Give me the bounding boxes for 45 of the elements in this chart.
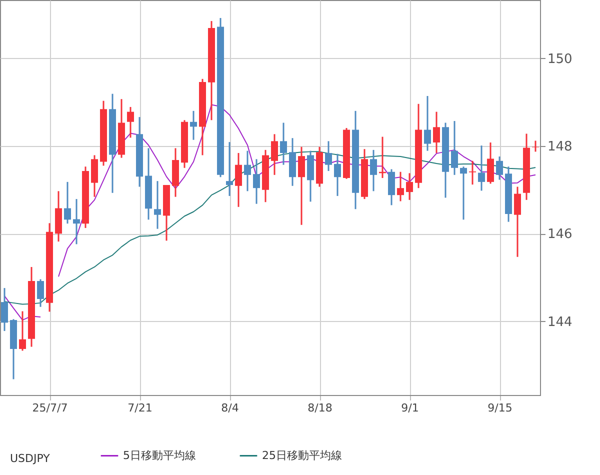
candlestick — [298, 146, 305, 226]
x-tick-label: 25/7/7 — [32, 402, 68, 414]
candlestick — [190, 110, 197, 141]
candlestick — [388, 168, 395, 206]
candlestick — [451, 120, 458, 176]
candlestick — [532, 140, 539, 152]
legend-label: 5日移動平均線 — [123, 448, 196, 462]
candlestick — [271, 133, 278, 176]
candlestick — [397, 171, 404, 202]
candlestick — [226, 141, 233, 197]
x-tick-label: 8/4 — [221, 402, 239, 414]
y-tick-label: 148 — [548, 139, 572, 154]
candlestick — [1, 287, 8, 332]
candlestick — [469, 160, 476, 186]
candlestick — [496, 156, 503, 180]
candlestick — [325, 140, 332, 172]
candlestick — [478, 144, 485, 192]
candlestick — [235, 152, 242, 208]
candlestick — [253, 158, 260, 205]
x-tick-label: 8/18 — [308, 402, 332, 414]
x-tick-label: 9/15 — [488, 402, 512, 414]
y-tick-label: 146 — [548, 227, 572, 242]
candlestick — [19, 310, 26, 352]
candlestick — [514, 186, 521, 258]
candlestick — [127, 106, 134, 138]
x-tick-label: 9/1 — [401, 402, 419, 414]
candlestick — [64, 181, 71, 224]
y-tick-label: 150 — [548, 52, 572, 67]
x-tick-label: 7/21 — [128, 402, 152, 414]
candlestick — [424, 95, 431, 152]
candlestick — [73, 198, 80, 245]
y-tick-label: 144 — [548, 314, 572, 330]
candlestick — [334, 153, 341, 197]
candlestick — [433, 111, 440, 154]
legend-label: 25日移動平均線 — [262, 448, 342, 462]
candlestick — [487, 142, 494, 184]
candlestick — [370, 149, 377, 192]
text: USDJPY — [10, 452, 50, 465]
candlestick — [280, 122, 287, 166]
candlestick — [460, 166, 467, 220]
candlestick — [37, 278, 44, 308]
candlestick — [91, 154, 98, 198]
candlestick — [154, 180, 161, 230]
candlestick — [244, 150, 251, 192]
candlestick — [406, 172, 413, 201]
